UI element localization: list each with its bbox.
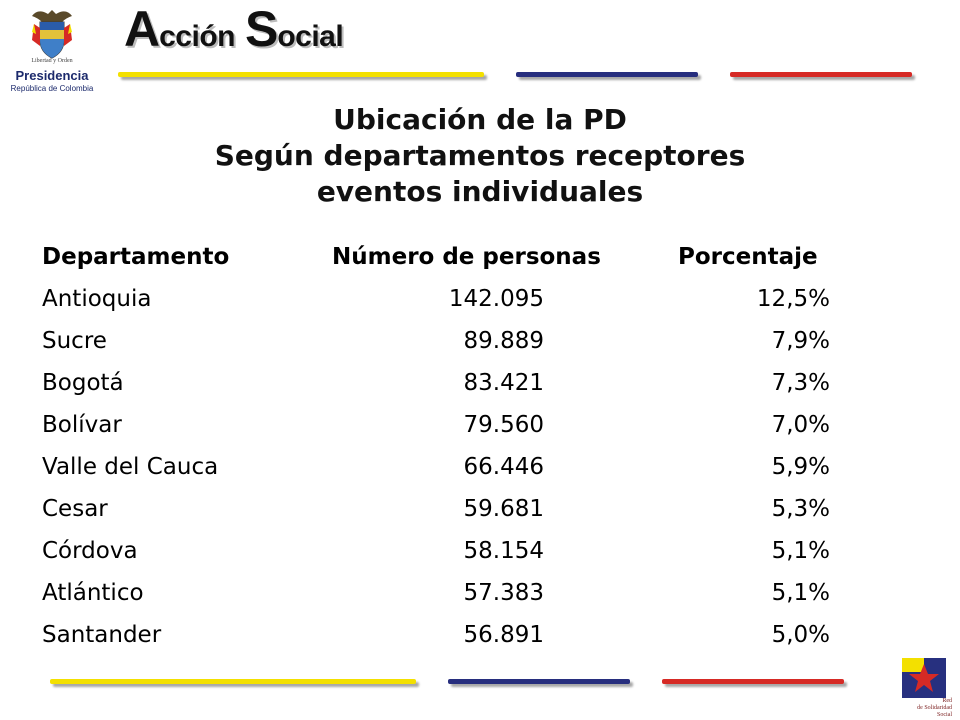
bottom-blue-rule	[448, 679, 630, 684]
table-row: Cesar 59.681 5,3%	[42, 488, 862, 530]
top-blue-rule	[516, 72, 698, 77]
table-row: Bogotá 83.421 7,3%	[42, 362, 862, 404]
cell-departamento: Santander	[42, 622, 162, 648]
cell-numero-personas: 79.560	[463, 412, 544, 438]
cell-departamento: Sucre	[42, 328, 107, 354]
cell-departamento: Cesar	[42, 496, 108, 522]
table-header-row: Departamento Número de personas Porcenta…	[42, 236, 862, 278]
cell-porcentaje: 5,0%	[771, 622, 830, 648]
cell-numero-personas: 142.095	[448, 286, 544, 312]
accion-social-logo: Acción Social	[124, 0, 344, 60]
cell-numero-personas: 56.891	[463, 622, 544, 648]
cell-numero-personas: 57.383	[463, 580, 544, 606]
cell-departamento: Córdova	[42, 538, 138, 564]
bottom-yellow-rule	[50, 679, 416, 684]
cell-departamento: Atlántico	[42, 580, 144, 606]
colombia-coat-of-arms-icon	[32, 10, 72, 59]
title-line-3: eventos individuales	[316, 175, 644, 208]
presidency-title: Presidencia	[15, 68, 89, 83]
cell-porcentaje: 5,3%	[771, 496, 830, 522]
bottom-red-rule	[662, 679, 844, 684]
header-porcentaje: Porcentaje	[678, 244, 818, 270]
table-row: Atlántico 57.383 5,1%	[42, 572, 862, 614]
cell-porcentaje: 7,9%	[771, 328, 830, 354]
cell-porcentaje: 7,3%	[771, 370, 830, 396]
department-table: Departamento Número de personas Porcenta…	[42, 236, 862, 656]
table-row: Córdova 58.154 5,1%	[42, 530, 862, 572]
cell-departamento: Bolívar	[42, 412, 122, 438]
brand-word-social: Social	[244, 1, 344, 57]
cell-porcentaje: 12,5%	[756, 286, 830, 312]
cell-departamento: Antioquia	[42, 286, 152, 312]
cell-numero-personas: 58.154	[463, 538, 544, 564]
cell-porcentaje: 5,9%	[771, 454, 830, 480]
cell-numero-personas: 59.681	[463, 496, 544, 522]
top-red-rule	[730, 72, 912, 77]
table-row: Bolívar 79.560 7,0%	[42, 404, 862, 446]
title-line-1: Ubicación de la PD	[333, 103, 627, 136]
table-row: Santander 56.891 5,0%	[42, 614, 862, 656]
brand-word-accion: Acción	[124, 1, 235, 57]
header-departamento: Departamento	[42, 244, 230, 270]
cell-porcentaje: 7,0%	[771, 412, 830, 438]
cell-departamento: Bogotá	[42, 370, 124, 396]
red-de-solidaridad-label: Red de Solidaridad Social	[917, 698, 952, 718]
cell-departamento: Valle del Cauca	[42, 454, 219, 480]
table-row: Valle del Cauca 66.446 5,9%	[42, 446, 862, 488]
cell-numero-personas: 66.446	[463, 454, 544, 480]
title-line-2: Según departamentos receptores	[214, 139, 746, 172]
cell-numero-personas: 83.421	[463, 370, 544, 396]
cell-porcentaje: 5,1%	[771, 580, 830, 606]
table-row: Sucre 89.889 7,9%	[42, 320, 862, 362]
seal-motto: Libertad y Orden	[31, 58, 73, 64]
table-body: Antioquia 142.095 12,5% Sucre 89.889 7,9% Bogo…	[42, 278, 862, 656]
header-numero-personas: Número de personas	[332, 244, 601, 270]
slide-title: Ubicación de la PD Según departamentos r…	[0, 102, 960, 210]
presidency-subtitle: República de Colombia	[10, 84, 94, 93]
cell-numero-personas: 89.889	[463, 328, 544, 354]
cell-porcentaje: 5,1%	[771, 538, 830, 564]
red-de-solidaridad-star-icon	[902, 658, 946, 714]
table-row: Antioquia 142.095 12,5%	[42, 278, 862, 320]
top-yellow-rule	[118, 72, 484, 77]
